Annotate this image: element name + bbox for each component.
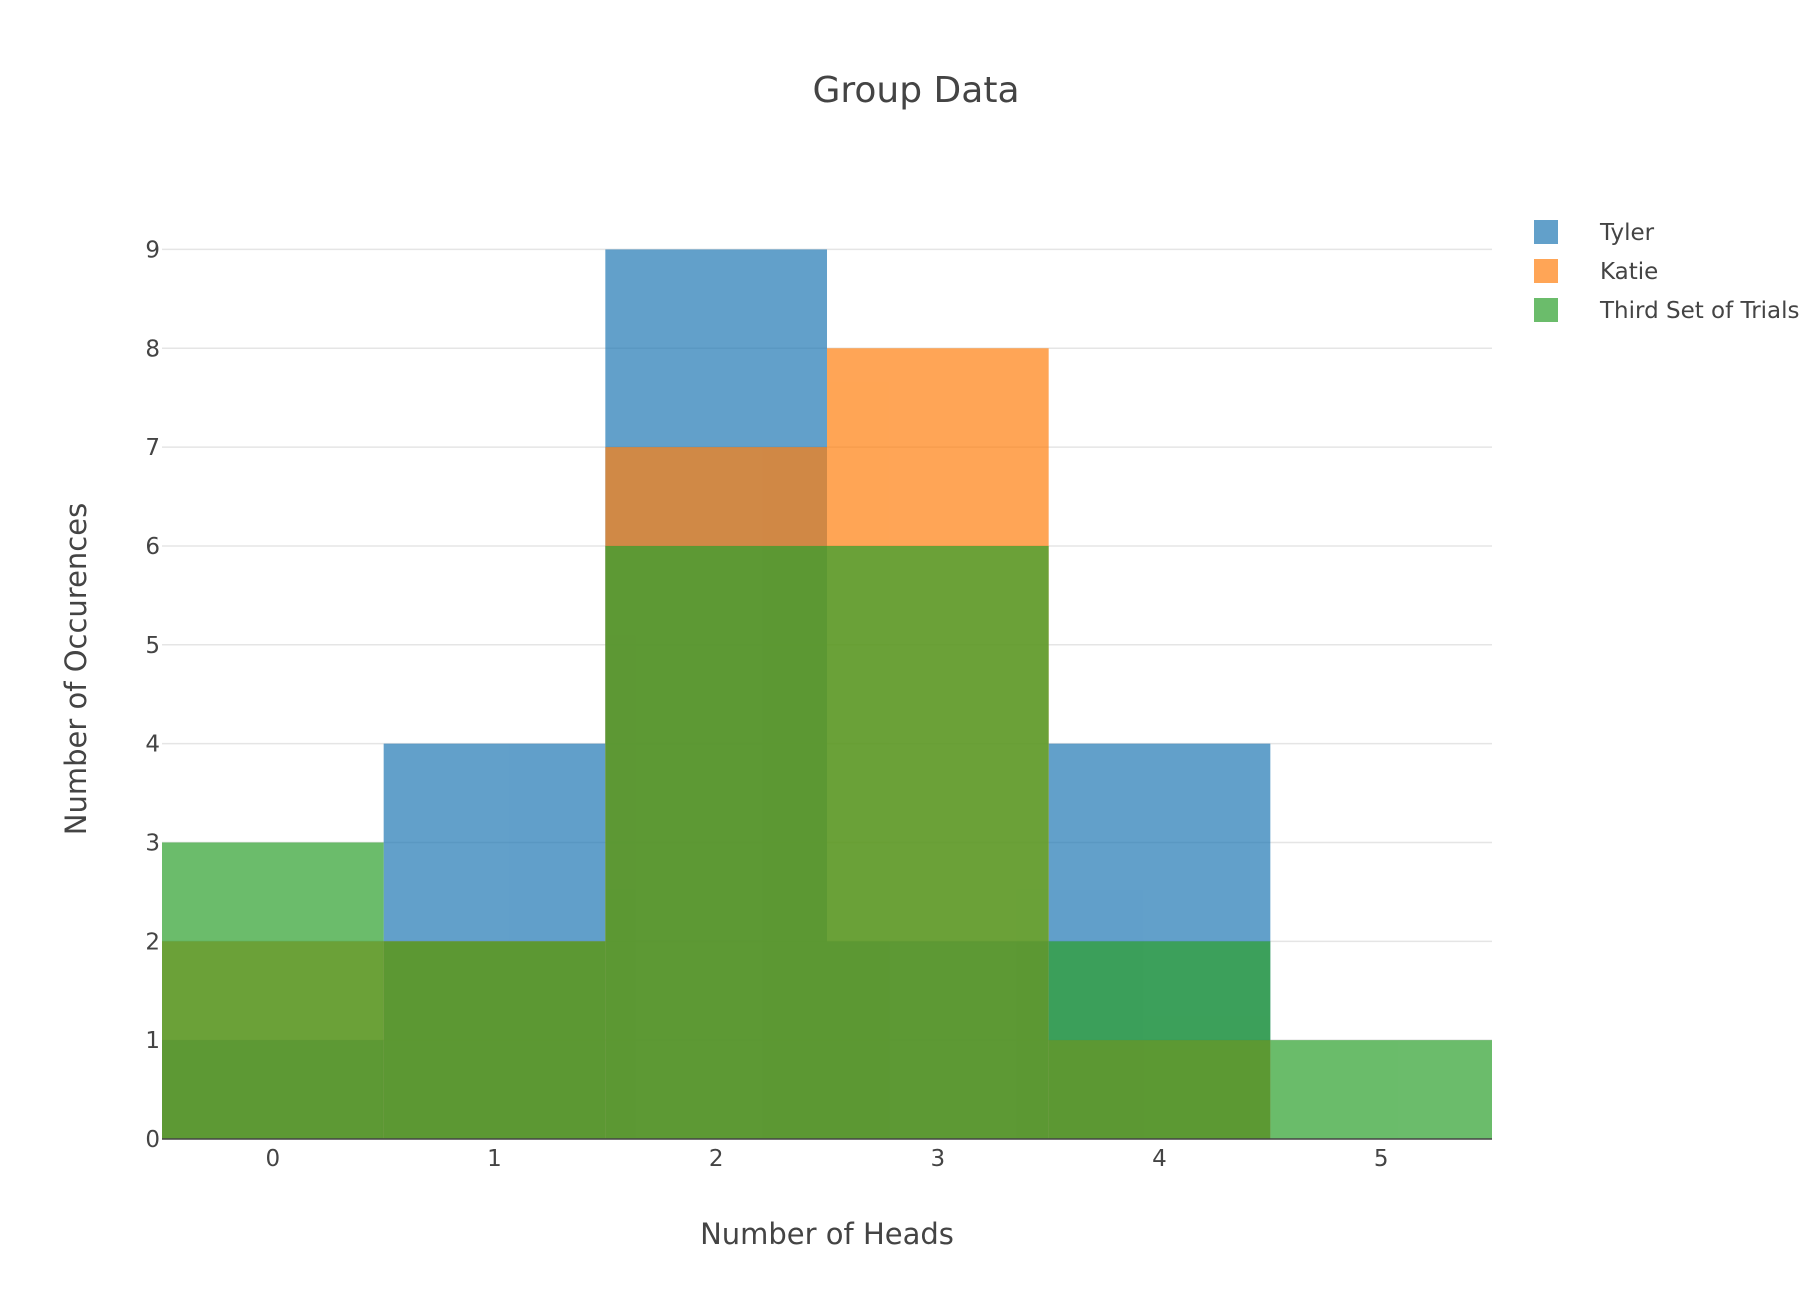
legend-swatch: [1534, 298, 1558, 322]
legend-label: Katie: [1600, 259, 1658, 285]
x-tick-labels: 0 1 2 3 4 5: [266, 1146, 1389, 1172]
y-tick-label: 7: [145, 435, 160, 461]
x-tick-label: 0: [266, 1146, 281, 1172]
y-tick-labels: 0 1 2 3 4 5 6 7 8 9: [145, 237, 160, 1153]
legend-label: Third Set of Trials: [1599, 298, 1800, 324]
y-tick-label: 9: [145, 237, 160, 263]
legend: Tyler Katie Third Set of Trials: [1534, 220, 1800, 324]
bar: [383, 941, 606, 1139]
bar: [827, 545, 1049, 1139]
legend-swatch: [1534, 259, 1558, 283]
legend-item[interactable]: Third Set of Trials: [1534, 298, 1800, 324]
bars: [162, 249, 1492, 1140]
chart-title: Group Data: [813, 70, 1020, 111]
y-axis-title: Number of Occurences: [59, 503, 93, 835]
x-tick-label: 3: [931, 1146, 946, 1172]
y-tick-label: 6: [145, 534, 160, 560]
y-tick-label: 8: [145, 336, 160, 362]
bar: [1048, 941, 1271, 1139]
bar: [162, 842, 384, 1139]
x-tick-label: 4: [1152, 1146, 1167, 1172]
legend-item[interactable]: Tyler: [1534, 220, 1655, 246]
legend-item[interactable]: Katie: [1534, 259, 1658, 285]
y-tick-label: 3: [145, 830, 160, 856]
y-tick-label: 1: [145, 1028, 160, 1054]
y-tick-label: 2: [145, 929, 160, 955]
x-tick-label: 2: [709, 1146, 724, 1172]
x-tick-label: 1: [487, 1146, 502, 1172]
bar: [605, 545, 827, 1139]
x-tick-label: 5: [1374, 1146, 1389, 1172]
x-axis-title: Number of Heads: [700, 1217, 954, 1251]
y-tick-label: 5: [145, 633, 160, 659]
y-tick-label: 0: [145, 1127, 160, 1153]
bar: [1270, 1040, 1492, 1139]
legend-swatch: [1534, 220, 1558, 244]
legend-label: Tyler: [1599, 220, 1655, 246]
series-2: [162, 545, 1492, 1139]
y-tick-label: 4: [145, 732, 160, 758]
